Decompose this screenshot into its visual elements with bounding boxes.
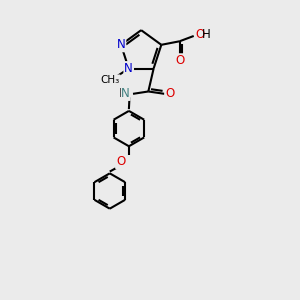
Text: O: O (195, 28, 204, 41)
Text: N: N (124, 62, 133, 75)
Text: CH₃: CH₃ (100, 75, 120, 85)
Text: O: O (116, 155, 125, 168)
Text: O: O (165, 87, 174, 100)
Text: H: H (202, 28, 211, 41)
Text: N: N (117, 38, 125, 51)
Text: H: H (119, 87, 128, 100)
Text: O: O (175, 54, 184, 67)
Text: N: N (121, 87, 130, 100)
